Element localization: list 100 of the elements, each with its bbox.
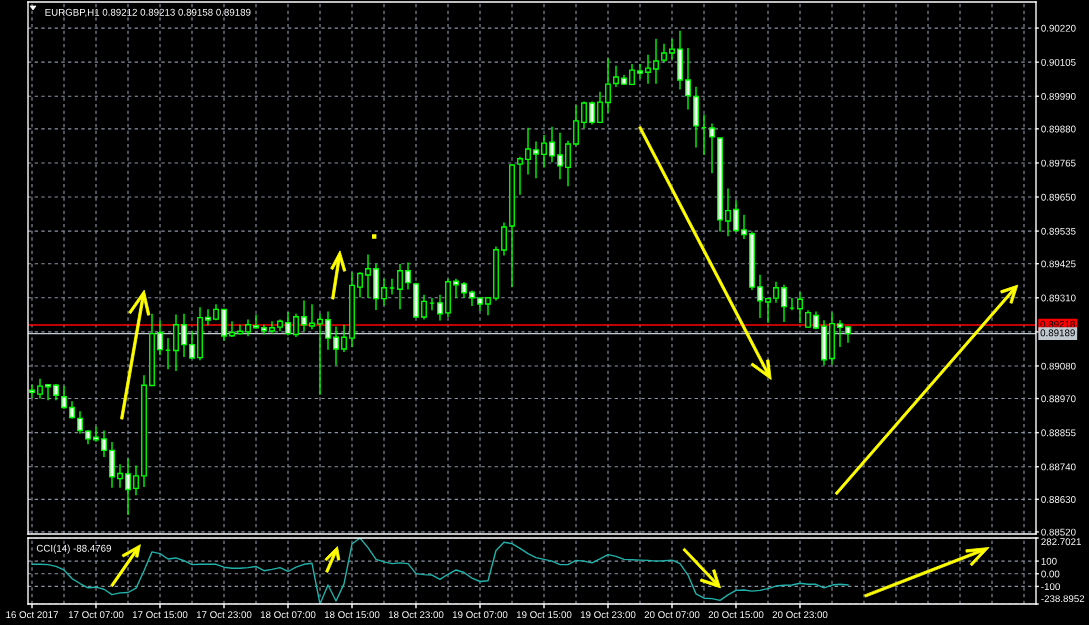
y-tick-label: 282.7021	[1041, 538, 1081, 546]
candlestick	[525, 126, 531, 176]
candlestick	[77, 410, 83, 435]
candlestick	[669, 38, 675, 60]
y-tick-label: 0.89080	[1041, 362, 1076, 370]
candlestick	[613, 65, 619, 88]
x-tick-label: 17 Oct 15:00	[132, 611, 188, 619]
candlestick	[533, 140, 539, 180]
candlestick	[325, 310, 331, 351]
candlestick	[309, 303, 315, 330]
candlestick	[253, 313, 259, 330]
candlestick	[117, 463, 123, 489]
y-tick-label: 0.89535	[1041, 227, 1076, 235]
y-tick-label: 0.88970	[1041, 395, 1076, 403]
candlestick	[189, 329, 195, 360]
candlestick	[421, 294, 427, 321]
candlestick	[597, 91, 603, 124]
y-tick-label: 0.88520	[1041, 528, 1076, 536]
candlestick	[397, 263, 403, 311]
text: CCI(14) -88.4769	[36, 544, 111, 554]
candlestick	[437, 294, 443, 322]
x-tick-label: 18 Oct 23:00	[388, 611, 444, 619]
x-tick-label: 16 Oct 2017	[6, 611, 58, 619]
candlestick	[453, 278, 459, 299]
y-tick-label: -100	[1041, 583, 1060, 591]
candlestick	[797, 291, 803, 324]
candlestick	[685, 47, 691, 111]
y-tick-label: 0.89765	[1041, 159, 1076, 167]
candlestick	[517, 156, 523, 196]
ref-line-label: 0.89189	[1040, 329, 1075, 337]
y-tick-label: 100	[1041, 557, 1057, 565]
y-tick-label: 0.89425	[1041, 260, 1076, 268]
candlestick	[781, 284, 787, 323]
x-tick-label: 17 Oct 07:00	[68, 611, 124, 619]
line-series	[31, 538, 849, 604]
candlestick	[157, 319, 163, 356]
candlestick	[237, 324, 243, 336]
candlestick	[741, 214, 747, 240]
x-tick-label: 20 Oct 15:00	[708, 611, 764, 619]
candlestick	[293, 313, 299, 338]
candlestick	[837, 319, 843, 348]
candlestick	[317, 313, 323, 396]
y-tick-label: 0.88740	[1041, 463, 1076, 471]
candlestick	[205, 308, 211, 327]
candlestick	[773, 281, 779, 304]
candlestick	[549, 126, 555, 164]
y-tick-label: 0.89990	[1041, 92, 1076, 100]
candlestick	[357, 271, 363, 299]
candlestick	[229, 320, 235, 338]
x-tick-label: 19 Oct 15:00	[516, 611, 572, 619]
candlestick	[765, 297, 771, 324]
ref-line-label: 0.89218	[1040, 320, 1075, 328]
x-tick-label: 18 Oct 15:00	[324, 611, 380, 619]
candlestick	[709, 122, 715, 175]
candlestick	[269, 320, 275, 335]
x-tick-label: 19 Oct 23:00	[580, 611, 636, 619]
candlestick	[285, 311, 291, 337]
candlestick	[301, 299, 307, 332]
candlestick	[637, 63, 643, 80]
x-tick-label: 20 Oct 23:00	[772, 611, 828, 619]
candlestick	[125, 457, 131, 516]
candlestick	[565, 140, 571, 188]
candlestick	[45, 383, 51, 402]
y-tick-label: 0.89650	[1041, 193, 1076, 201]
candlestick	[181, 313, 187, 358]
candlestick	[725, 187, 731, 237]
candlestick	[381, 278, 387, 307]
x-tick-label: 20 Oct 07:00	[644, 611, 700, 619]
candlestick	[605, 57, 611, 114]
x-tick-label: 19 Oct 07:00	[452, 611, 508, 619]
candlestick	[541, 134, 547, 169]
y-tick-label: 0.89310	[1041, 294, 1076, 302]
y-tick-label: -238.8952	[1041, 595, 1085, 603]
candlestick	[341, 324, 347, 353]
y-tick-label: 0.90105	[1041, 58, 1076, 66]
candlestick	[653, 38, 659, 85]
x-tick-label: 18 Oct 07:00	[260, 611, 316, 619]
candlestick	[661, 43, 667, 64]
candlestick	[133, 464, 139, 496]
candlestick	[645, 54, 651, 85]
candlestick	[573, 104, 579, 147]
candlestick	[333, 325, 339, 367]
candlestick	[757, 273, 763, 319]
candlestick	[557, 132, 563, 180]
candlestick	[405, 261, 411, 291]
x-tick-label: 17 Oct 23:00	[196, 611, 252, 619]
candlestick	[733, 199, 739, 233]
y-tick-label: 0.88855	[1041, 429, 1076, 437]
y-tick-label: 0.90220	[1041, 24, 1076, 32]
candlestick	[93, 425, 99, 443]
candlestick	[365, 253, 371, 299]
candlestick	[581, 100, 587, 129]
y-tick-label: 0.89880	[1041, 125, 1076, 133]
y-tick-label: 0.00	[1041, 570, 1060, 578]
text: EURGBP,H1 0.89212 0.89213 0.89158 0.89189	[45, 8, 251, 17]
candlestick	[37, 378, 43, 400]
candlestick	[61, 385, 67, 410]
y-tick-label: 0.88630	[1041, 496, 1076, 503]
candlestick	[101, 429, 107, 458]
candlestick	[501, 221, 507, 257]
